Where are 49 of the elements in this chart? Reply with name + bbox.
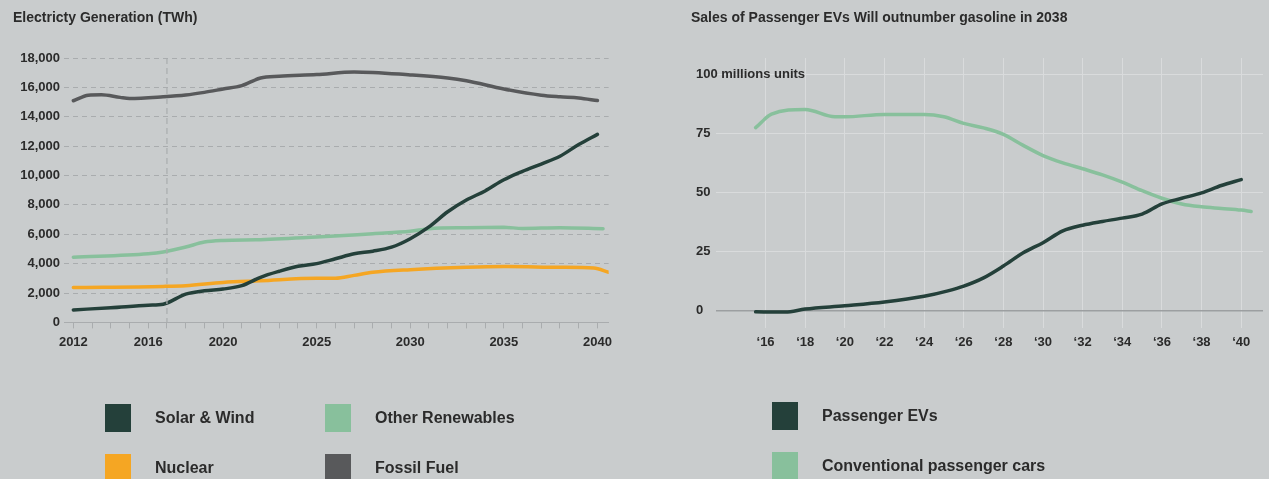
- y-tick-label: 2,000: [27, 284, 60, 300]
- chart-title: Electricty Generation (TWh): [13, 9, 198, 25]
- y-tick-label: 16,000: [20, 78, 60, 94]
- x-tick-label: 2020: [208, 333, 238, 349]
- y-tick-label: 50: [696, 184, 711, 200]
- x-tick-label: ‘28: [994, 333, 1013, 349]
- x-tick-label: ‘36: [1152, 333, 1171, 349]
- y-tick-label: 75: [696, 125, 711, 141]
- x-tick-label: ‘20: [835, 333, 854, 349]
- y-tick-label: 100 millions units: [696, 66, 806, 82]
- y-tick-label: 14,000: [20, 108, 60, 124]
- x-tick-label: 2040: [582, 333, 612, 349]
- y-tick-label: 18,000: [20, 49, 60, 65]
- legend-label: Passenger EVs: [822, 407, 938, 425]
- x-tick-label: 2016: [133, 333, 163, 349]
- x-tick-label: ‘32: [1073, 333, 1092, 349]
- line-series: [753, 107, 1253, 214]
- legend-label: Other Renewables: [375, 409, 515, 427]
- legend-label: Nuclear: [155, 459, 214, 477]
- y-tick-label: 8,000: [27, 196, 60, 212]
- line-series: [71, 264, 609, 290]
- legend-label: Solar & Wind: [155, 409, 255, 427]
- y-tick-label: 0: [52, 313, 60, 329]
- x-tick-label: ‘18: [796, 333, 815, 349]
- x-tick-label: 2035: [489, 333, 519, 349]
- x-tick-label: 2030: [395, 333, 425, 349]
- y-tick-label: 4,000: [27, 255, 60, 271]
- chart-title: Sales of Passenger EVs Will outnumber gasoline in 2038: [691, 9, 1068, 25]
- y-tick-label: 25: [696, 243, 711, 259]
- y-tick-label: 0: [696, 302, 704, 318]
- y-tick-label: 10,000: [20, 167, 60, 183]
- line-series: [71, 225, 605, 259]
- y-tick-label: 12,000: [20, 137, 60, 153]
- x-tick-label: 2025: [302, 333, 332, 349]
- line-series: [753, 177, 1243, 314]
- x-tick-label: ‘38: [1192, 333, 1211, 349]
- x-tick-label: ‘22: [875, 333, 894, 349]
- x-tick-label: ‘40: [1232, 333, 1251, 349]
- x-tick-label: ‘16: [756, 333, 775, 349]
- y-tick-label: 6,000: [27, 225, 60, 241]
- x-tick-label: ‘34: [1113, 333, 1133, 349]
- legend-label: Fossil Fuel: [375, 459, 459, 477]
- x-tick-label: ‘30: [1033, 333, 1053, 349]
- line-series: [71, 132, 600, 312]
- line-series: [71, 70, 600, 103]
- legend-label: Conventional passenger cars: [822, 457, 1046, 475]
- x-tick-label: 2012: [58, 333, 88, 349]
- x-tick-label: ‘26: [954, 333, 973, 349]
- x-tick-label: ‘24: [915, 333, 934, 349]
